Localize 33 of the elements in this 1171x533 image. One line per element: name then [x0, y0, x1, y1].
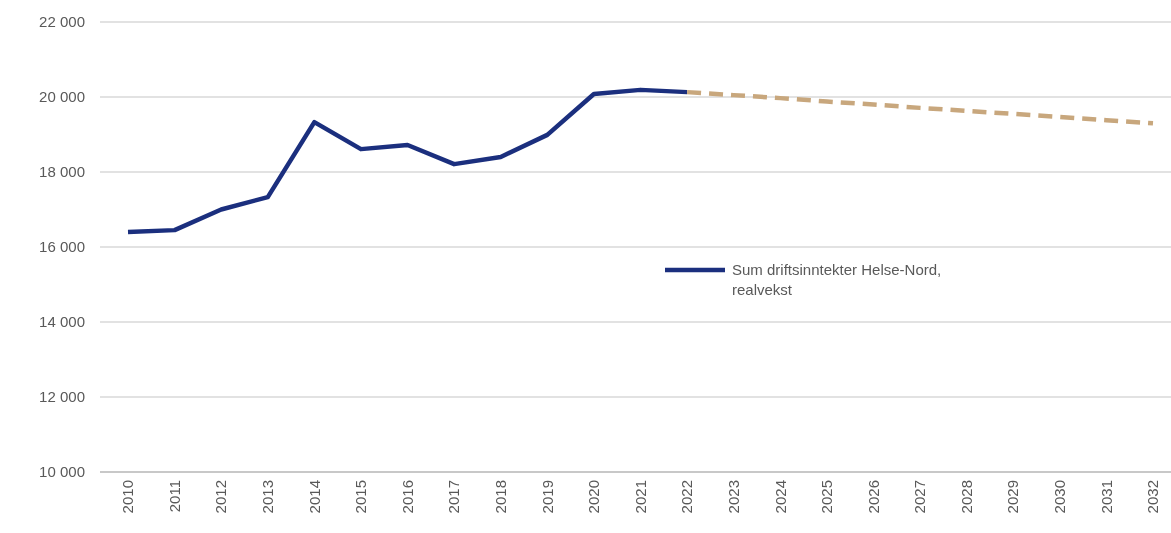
- x-tick-label: 2010: [119, 480, 137, 514]
- x-tick-label: 2014: [305, 480, 323, 514]
- x-tick-label: 2031: [1097, 480, 1115, 514]
- x-tick-label: 2024: [771, 480, 789, 514]
- x-tick-label: 2011: [165, 480, 183, 513]
- x-tick-label: 2026: [864, 480, 882, 514]
- x-tick-label: 2027: [911, 480, 929, 514]
- x-tick-label: 2017: [445, 480, 463, 514]
- x-tick-label: 2013: [259, 480, 277, 514]
- y-tick-label: 10 000: [39, 463, 85, 481]
- y-tick-label: 18 000: [39, 163, 85, 181]
- x-tick-label: 2023: [724, 480, 742, 514]
- y-tick-label: 12 000: [39, 388, 85, 406]
- x-tick-label: 2020: [585, 480, 603, 514]
- x-tick-label: 2015: [352, 480, 370, 514]
- x-tick-label: 2029: [1004, 480, 1022, 514]
- y-tick-label: 20 000: [39, 88, 85, 106]
- x-tick-label: 2028: [957, 480, 975, 514]
- legend-label: Sum driftsinntekter Helse-Nord, realvekst: [732, 261, 942, 298]
- y-tick-label: 16 000: [39, 238, 85, 256]
- x-tick-label: 2012: [212, 480, 230, 514]
- x-tick-label: 2018: [491, 480, 509, 514]
- line-series: [684, 89, 1156, 126]
- x-tick-label: 2016: [398, 480, 416, 514]
- x-tick-label: 2025: [818, 480, 836, 514]
- x-tick-label: 2022: [678, 480, 696, 514]
- y-tick-label: 14 000: [39, 313, 85, 331]
- y-tick-label: 22 000: [39, 13, 85, 31]
- x-tick-label: 2019: [538, 480, 556, 514]
- line-series: [125, 87, 690, 235]
- x-tick-label: 2030: [1051, 480, 1069, 514]
- x-tick-label: 2032: [1144, 480, 1162, 514]
- x-tick-label: 2021: [631, 480, 649, 514]
